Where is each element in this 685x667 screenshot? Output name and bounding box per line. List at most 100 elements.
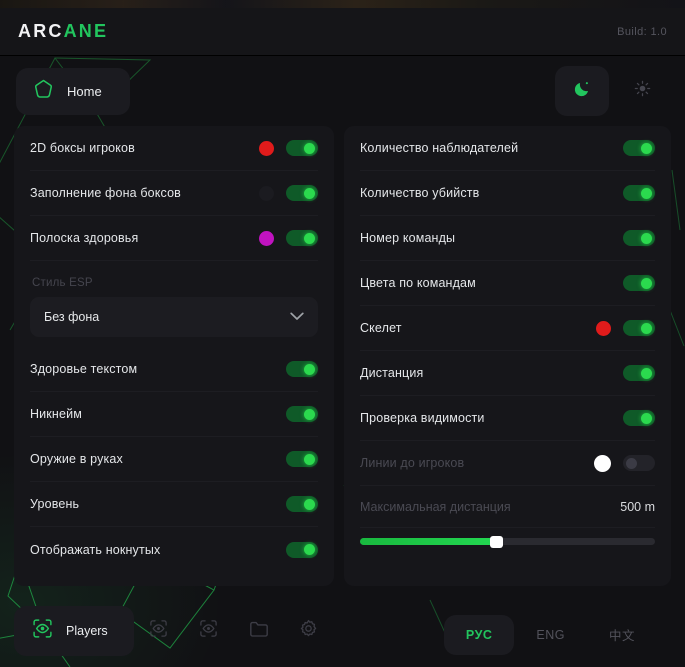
setting-row[interactable]: Заполнение фона боксов <box>30 171 318 216</box>
toggle-switch[interactable] <box>286 406 318 422</box>
setting-label: Количество убийств <box>360 186 480 200</box>
color-swatch[interactable] <box>596 320 611 336</box>
toggle-switch[interactable] <box>623 320 655 336</box>
toggle-knob <box>304 142 315 154</box>
setting-label: Цвета по командам <box>360 276 476 290</box>
setting-label: Скелет <box>360 321 402 335</box>
pentagon-home-icon <box>34 79 53 104</box>
toggle-switch[interactable] <box>623 410 655 426</box>
setting-row[interactable]: Полоска здоровья <box>30 216 318 261</box>
setting-label: 2D боксы игроков <box>30 141 135 155</box>
setting-row[interactable]: Цвета по командам <box>360 261 655 306</box>
setting-row[interactable]: Количество наблюдателей <box>360 126 655 171</box>
toggle-switch[interactable] <box>286 230 318 246</box>
setting-label: Отображать нокнутых <box>30 542 161 557</box>
setting-row[interactable]: Никнейм <box>30 392 318 437</box>
theme-light-button[interactable] <box>615 66 669 116</box>
setting-row[interactable]: Проверка видимости <box>360 396 655 441</box>
setting-label: Оружие в руках <box>30 452 123 466</box>
color-swatch[interactable] <box>594 454 611 472</box>
app-header: ARCANE Build: 1.0 <box>0 8 685 56</box>
setting-label: Проверка видимости <box>360 411 485 425</box>
setting-label: Линии до игроков <box>360 456 465 470</box>
color-swatch[interactable] <box>259 185 274 201</box>
max-distance-slider[interactable] <box>360 528 655 548</box>
toggle-switch[interactable] <box>623 455 655 471</box>
language-selector: РУС ENG 中文 <box>443 612 657 657</box>
slider-handle[interactable] <box>489 535 503 548</box>
folder-icon <box>249 620 269 643</box>
toggle-switch[interactable] <box>286 185 318 201</box>
setting-row[interactable]: Номер команды <box>360 216 655 261</box>
toggle-switch[interactable] <box>286 451 318 467</box>
setting-label: Никнейм <box>30 407 82 421</box>
nav-item-aim[interactable] <box>134 605 184 657</box>
toggle-switch[interactable] <box>286 496 318 512</box>
setting-row[interactable]: Отображать нокнутых <box>30 527 318 572</box>
toggle-knob <box>304 544 315 555</box>
lang-option-eng[interactable]: ENG <box>536 627 565 642</box>
color-swatch[interactable] <box>259 230 274 246</box>
target-eye-icon <box>32 618 53 644</box>
setting-row[interactable]: Оружие в руках <box>30 437 318 482</box>
toggle-knob <box>641 232 652 244</box>
setting-row[interactable]: Уровень <box>30 482 318 527</box>
color-swatch[interactable] <box>259 140 274 156</box>
nav-item-configs[interactable] <box>234 605 284 657</box>
toggle-knob <box>304 408 315 420</box>
setting-label: Дистанция <box>360 366 424 380</box>
slider-fill <box>360 538 496 545</box>
toggle-switch[interactable] <box>623 230 655 246</box>
tab-home-label: Home <box>67 83 102 99</box>
toggle-knob <box>304 498 315 510</box>
toggle-knob <box>304 187 315 199</box>
setting-row[interactable]: Скелет <box>360 306 655 351</box>
toggle-switch[interactable] <box>286 361 318 377</box>
toggle-switch[interactable] <box>286 140 318 156</box>
logo-text-primary: ARC <box>18 21 64 41</box>
setting-row[interactable]: Линии до игроков <box>360 441 655 486</box>
topbar: Home <box>0 60 685 122</box>
setting-row[interactable]: 2D боксы игроков <box>30 126 318 171</box>
setting-row[interactable]: Дистанция <box>360 351 655 396</box>
logo-text-accent: ANE <box>63 21 109 41</box>
toggle-knob <box>304 232 315 244</box>
toggle-knob <box>641 367 652 379</box>
nav-item-visuals[interactable] <box>184 605 234 657</box>
lang-option-rus[interactable]: РУС <box>443 614 515 655</box>
tab-home[interactable]: Home <box>16 67 130 115</box>
setting-row[interactable]: Количество убийств <box>360 171 655 216</box>
sun-icon <box>634 80 651 102</box>
panel-esp-visuals: 2D боксы игроков Заполнение фона боксов … <box>14 126 334 586</box>
target-eye-icon <box>149 619 168 643</box>
nav-item-players-label: Players <box>66 624 108 638</box>
toggle-switch[interactable] <box>623 365 655 381</box>
theme-dark-button[interactable] <box>555 66 609 116</box>
toggle-knob <box>626 457 637 469</box>
background-top-strip <box>0 0 685 8</box>
setting-row[interactable]: Здоровье текстом <box>30 347 318 392</box>
esp-style-select[interactable]: Без фона <box>30 297 318 337</box>
toggle-knob <box>304 453 315 465</box>
lang-option-chinese[interactable]: 中文 <box>608 629 635 643</box>
nav-item-settings[interactable] <box>284 605 334 657</box>
toggle-switch[interactable] <box>623 185 655 201</box>
slider-track[interactable] <box>360 535 655 548</box>
esp-style-value: Без фона <box>44 310 100 324</box>
moon-icon <box>573 79 592 103</box>
nav-item-players[interactable]: Players <box>14 606 134 656</box>
toggle-switch[interactable] <box>623 275 655 291</box>
toggle-switch[interactable] <box>623 140 655 156</box>
gear-icon <box>299 619 318 643</box>
max-distance-value: 500 m <box>620 499 655 514</box>
toggle-knob <box>304 363 315 375</box>
chevron-down-icon <box>290 308 304 326</box>
app-logo: ARCANE <box>18 21 108 42</box>
settings-panels: 2D боксы игроков Заполнение фона боксов … <box>14 126 671 586</box>
theme-toggle-group <box>555 66 669 116</box>
setting-label: Полоска здоровья <box>30 231 139 245</box>
build-version-label: Build: 1.0 <box>617 25 667 38</box>
toggle-knob <box>641 187 652 199</box>
toggle-switch[interactable] <box>286 541 318 558</box>
